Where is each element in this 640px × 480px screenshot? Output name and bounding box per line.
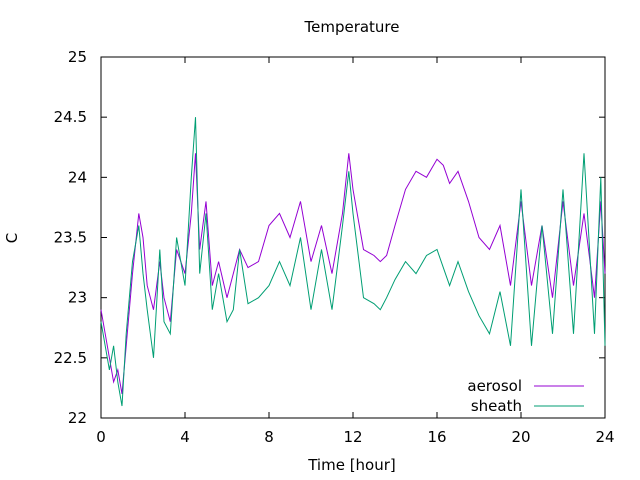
y-axis-label: C (3, 233, 21, 243)
x-tick-label: 16 (427, 428, 446, 446)
x-tick-label: 4 (180, 428, 190, 446)
y-tick-label: 22 (68, 409, 87, 427)
y-tick-label: 24 (68, 168, 87, 186)
x-axis-label: Time [hour] (307, 456, 396, 474)
series-lines (100, 117, 606, 407)
y-tick-label: 25 (68, 48, 87, 66)
x-tick-label: 24 (595, 428, 614, 446)
legend-label-sheath: sheath (471, 397, 522, 415)
x-tick-label: 20 (511, 428, 530, 446)
y-axis-ticks: 22 22.5 23 23.5 24 24.5 25 (54, 48, 605, 427)
y-tick-label: 24.5 (54, 108, 87, 126)
y-tick-label: 23.5 (54, 229, 87, 247)
x-tick-label: 0 (96, 428, 106, 446)
x-tick-label: 8 (264, 428, 274, 446)
y-tick-label: 23 (68, 289, 87, 307)
x-axis-ticks: 0 4 8 12 16 20 24 (96, 57, 615, 446)
y-tick-label: 22.5 (54, 349, 87, 367)
chart-title: Temperature (303, 18, 399, 36)
legend: aerosol sheath (467, 377, 584, 415)
series-line-sheath (100, 117, 606, 407)
series-line-aerosol (100, 153, 606, 394)
legend-label-aerosol: aerosol (467, 377, 522, 395)
x-tick-label: 12 (343, 428, 362, 446)
